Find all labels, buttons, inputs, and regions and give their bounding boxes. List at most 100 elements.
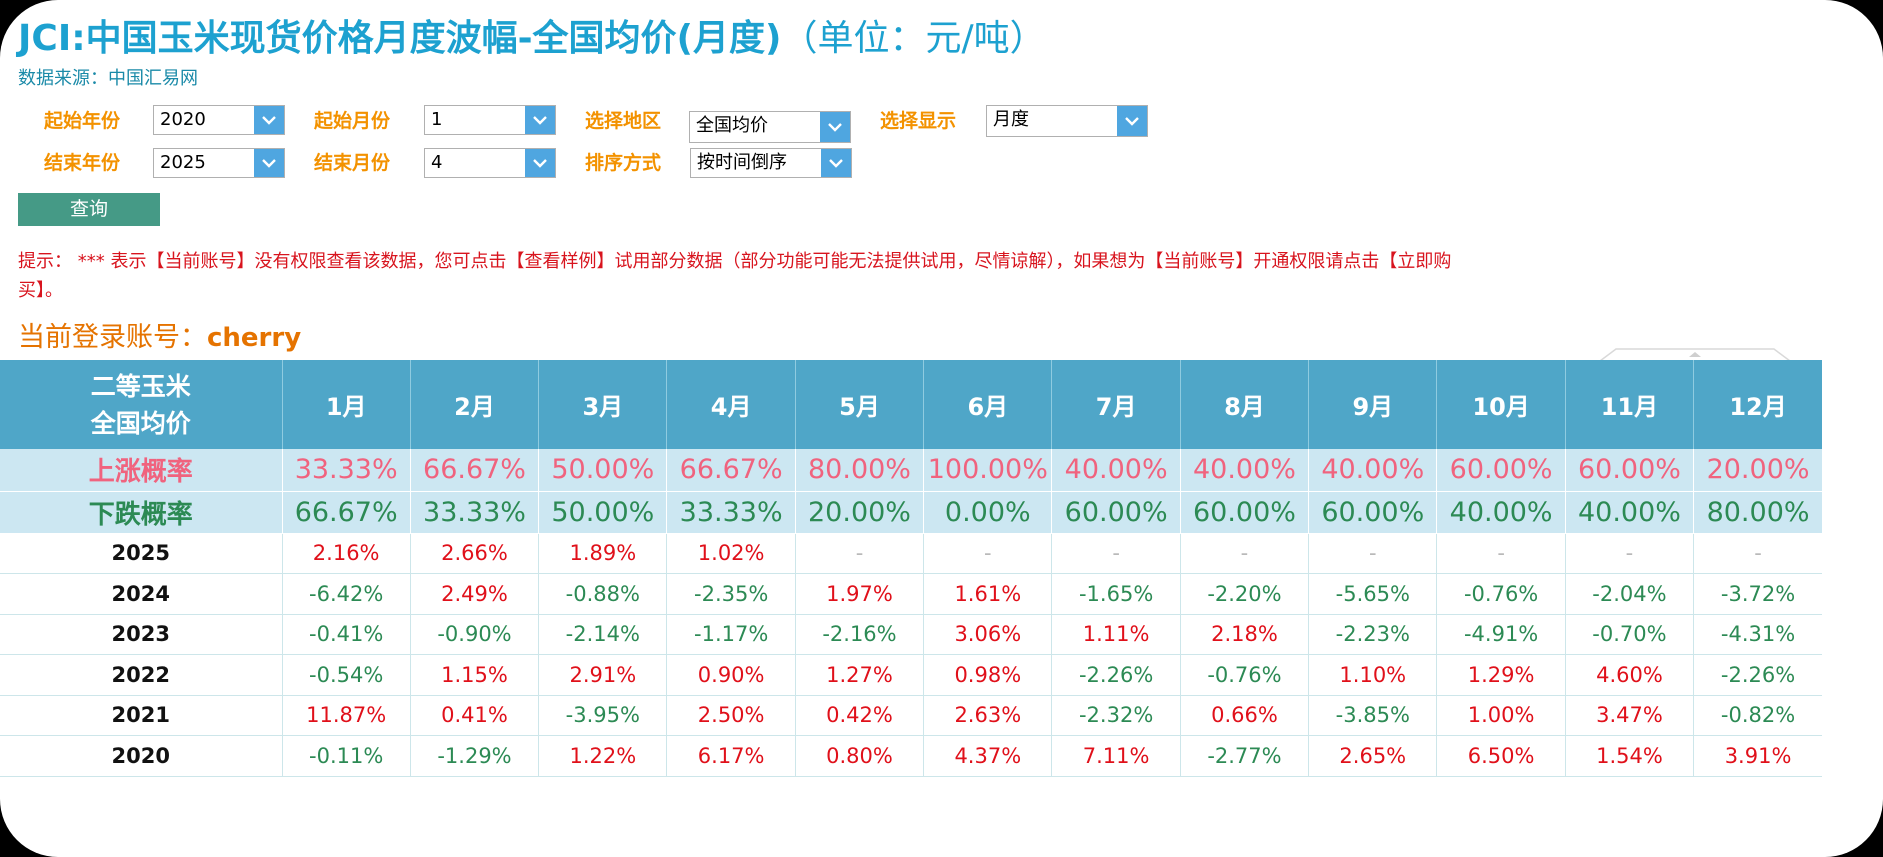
account-line: 当前登录账号：cherry [18,315,301,354]
month-header: 4月 [666,360,796,449]
value-cell: 2.65% [1308,735,1437,777]
chevron-down-icon[interactable] [254,149,284,177]
value-cell: 0.42% [794,695,924,736]
value-cell: -6.42% [281,573,411,615]
value-cell: -2.23% [1308,614,1437,655]
value-cell: - [1564,533,1694,574]
corner-line-2: 全国均价 [90,408,191,438]
end-month-label: 结束月份 [314,152,391,174]
up-probability-cell: 66.67% [666,449,796,492]
value-cell: -2.20% [1179,573,1309,615]
down-probability-cell: 50.00% [538,491,667,534]
up-probability-cell: 100.00% [923,449,1052,492]
value-cell: 2.49% [409,573,539,615]
value-cell: - [1051,533,1181,574]
corner-line-1: 二等玉米 [90,371,191,401]
up-probability-cell: 33.33% [281,449,411,492]
down-probability-cell: 66.67% [281,491,411,534]
title-text: 中国玉米现货价格月度波幅-全国均价(月度) [85,18,782,59]
price-table: 二等玉米 全国均价 1月 2月 3月 4月 5月 6月 7月 8月 9月 10月 11月 12月 上涨… [0,360,1822,777]
down-probability-cell: 0.00% [923,491,1052,534]
up-probability-cell: 60.00% [1436,449,1566,492]
value-cell: 1.27% [794,654,924,696]
table-row: 2020 -0.11% -1.29% 1.22% 6.17% 0.80% 4.37% 7.11… [0,735,1822,777]
value-cell: -4.91% [1436,614,1566,655]
data-source: 数据来源：中国汇易网 [18,68,198,89]
down-probability-cell: 80.00% [1693,491,1822,534]
end-year-select[interactable]: 2025 [153,148,285,178]
value-cell: 0.80% [794,735,924,777]
down-probability-label: 下跌概率 [0,491,282,534]
table-header-row: 二等玉米 全国均价 1月 2月 3月 4月 5月 6月 7月 8月 9月 10月 11月 12月 [0,360,1822,449]
value-cell: 2.16% [281,533,411,574]
table-row: 2024 -6.42% 2.49% -0.88% -2.35% 1.97% 1.61% -1.… [0,573,1822,615]
value-cell: -0.54% [281,654,411,696]
year-cell: 2020 [0,735,282,777]
corner-header: 二等玉米 全国均价 [0,360,282,449]
down-probability-cell: 33.33% [666,491,796,534]
month-header: 6月 [923,360,1052,449]
display-select[interactable]: 月度 [986,105,1148,137]
start-year-select[interactable]: 2020 [153,105,285,135]
value-cell: -2.26% [1693,654,1822,696]
value-cell: -0.76% [1436,573,1566,615]
value-cell: 2.91% [538,654,667,696]
chevron-down-icon[interactable] [525,106,555,134]
down-probability-cell: 60.00% [1051,491,1181,534]
end-month-select[interactable]: 4 [424,148,556,178]
up-probability-row: 上涨概率 33.33% 66.67% 50.00% 66.67% 80.00% 100.0… [0,449,1822,492]
value-cell: 0.90% [666,654,796,696]
value-cell: 4.60% [1564,654,1694,696]
end-year-label: 结束年份 [44,152,121,174]
month-header: 7月 [1051,360,1181,449]
scroll-up-tab[interactable] [1598,348,1792,362]
up-probability-cell: 80.00% [794,449,924,492]
value-cell: -0.90% [409,614,539,655]
table-row: 2022 -0.54% 1.15% 2.91% 0.90% 1.27% 0.98% -2.26… [0,654,1822,696]
value-cell: -5.65% [1308,573,1437,615]
unit-text: （单位：元/吨） [781,18,1046,59]
sort-select[interactable]: 按时间倒序 [690,148,852,178]
query-button[interactable]: 查询 [18,193,160,226]
value-cell: 0.41% [409,695,539,736]
up-probability-cell: 66.67% [409,449,539,492]
value-cell: 2.50% [666,695,796,736]
table-body: 上涨概率 33.33% 66.67% 50.00% 66.67% 80.00% 100.0… [0,449,1822,777]
up-probability-cell: 60.00% [1564,449,1694,492]
value-cell: 1.15% [409,654,539,696]
value-cell: 1.97% [794,573,924,615]
table-row: 2021 11.87% 0.41% -3.95% 2.50% 0.42% 2.63% -2.3… [0,695,1822,736]
value-cell: -0.11% [281,735,411,777]
month-header: 9月 [1308,360,1437,449]
value-cell: -0.88% [538,573,667,615]
chevron-down-icon[interactable] [821,149,851,177]
brand-label: JCI: [18,18,86,59]
value-cell: -2.77% [1179,735,1309,777]
value-cell: -3.85% [1308,695,1437,736]
region-select[interactable]: 全国均价 [689,111,851,143]
start-month-select[interactable]: 1 [424,105,556,135]
value-cell: 2.18% [1179,614,1309,655]
chevron-down-icon[interactable] [1117,106,1147,136]
value-cell: 1.11% [1051,614,1181,655]
value-cell: -2.04% [1564,573,1694,615]
value-cell: -0.82% [1693,695,1822,736]
chevron-down-icon[interactable] [254,106,284,134]
value-cell: - [794,533,924,574]
value-cell: 4.37% [923,735,1052,777]
value-cell: -3.95% [538,695,667,736]
value-cell: 0.98% [923,654,1052,696]
chevron-down-icon[interactable] [525,149,555,177]
sort-value: 按时间倒序 [697,152,787,173]
value-cell: -1.29% [409,735,539,777]
value-cell: 6.17% [666,735,796,777]
value-cell: 1.00% [1436,695,1566,736]
value-cell: 1.54% [1564,735,1694,777]
table-row: 2025 2.16% 2.66% 1.89% 1.02% - - - - - - - - [0,533,1822,574]
down-probability-cell: 20.00% [794,491,924,534]
chevron-down-icon[interactable] [820,112,850,142]
value-cell: 2.63% [923,695,1052,736]
value-cell: -0.70% [1564,614,1694,655]
value-cell: 3.91% [1693,735,1822,777]
up-probability-cell: 20.00% [1693,449,1822,492]
